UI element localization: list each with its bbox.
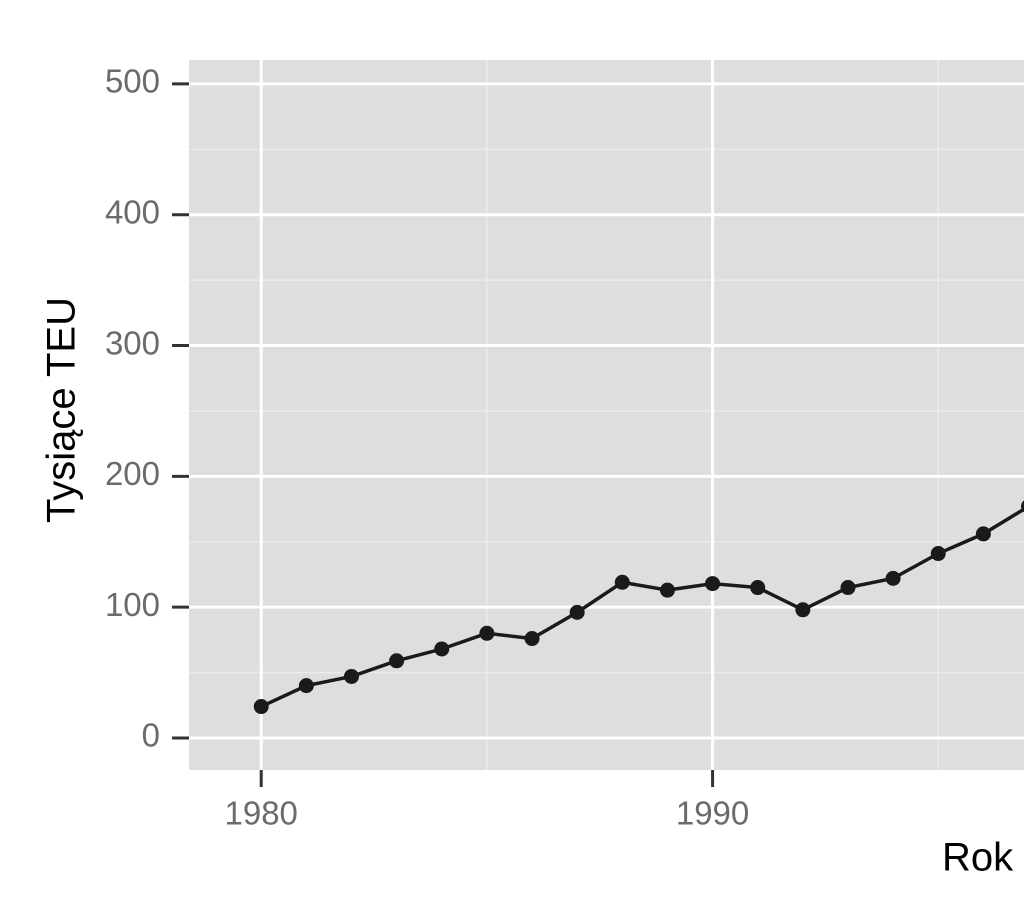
data-point <box>389 653 405 669</box>
data-point <box>614 574 630 590</box>
data-point <box>750 580 766 596</box>
data-point <box>343 668 359 684</box>
data-point <box>705 576 721 592</box>
data-point <box>569 604 585 620</box>
data-point <box>659 582 675 598</box>
y-tick-label: 300 <box>105 324 160 361</box>
data-point <box>479 625 495 641</box>
y-tick-label: 200 <box>105 455 160 492</box>
data-point <box>434 641 450 657</box>
panel <box>189 60 1024 770</box>
data-point <box>298 678 314 694</box>
data-point <box>253 699 269 715</box>
data-point <box>840 580 856 596</box>
x-tick-label: 1980 <box>225 795 298 832</box>
x-tick-label: 1990 <box>676 795 749 832</box>
data-point <box>524 631 540 647</box>
y-axis-title: Tysiące TEU <box>40 297 84 523</box>
y-tick-label: 100 <box>105 586 160 623</box>
data-point <box>1021 500 1024 513</box>
data-point <box>795 602 811 618</box>
y-tick-label: 400 <box>105 193 160 230</box>
y-tick-label: 0 <box>142 717 160 754</box>
data-line <box>260 507 1024 709</box>
x-axis-title: Rok <box>942 836 1014 880</box>
data-point <box>885 570 901 586</box>
y-tick-label: 500 <box>105 63 160 100</box>
data-point <box>930 546 946 562</box>
data-point <box>975 526 991 542</box>
